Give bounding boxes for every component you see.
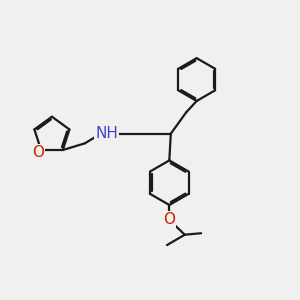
Text: O: O	[32, 145, 44, 160]
Text: O: O	[163, 212, 175, 227]
Text: NH: NH	[95, 126, 118, 141]
